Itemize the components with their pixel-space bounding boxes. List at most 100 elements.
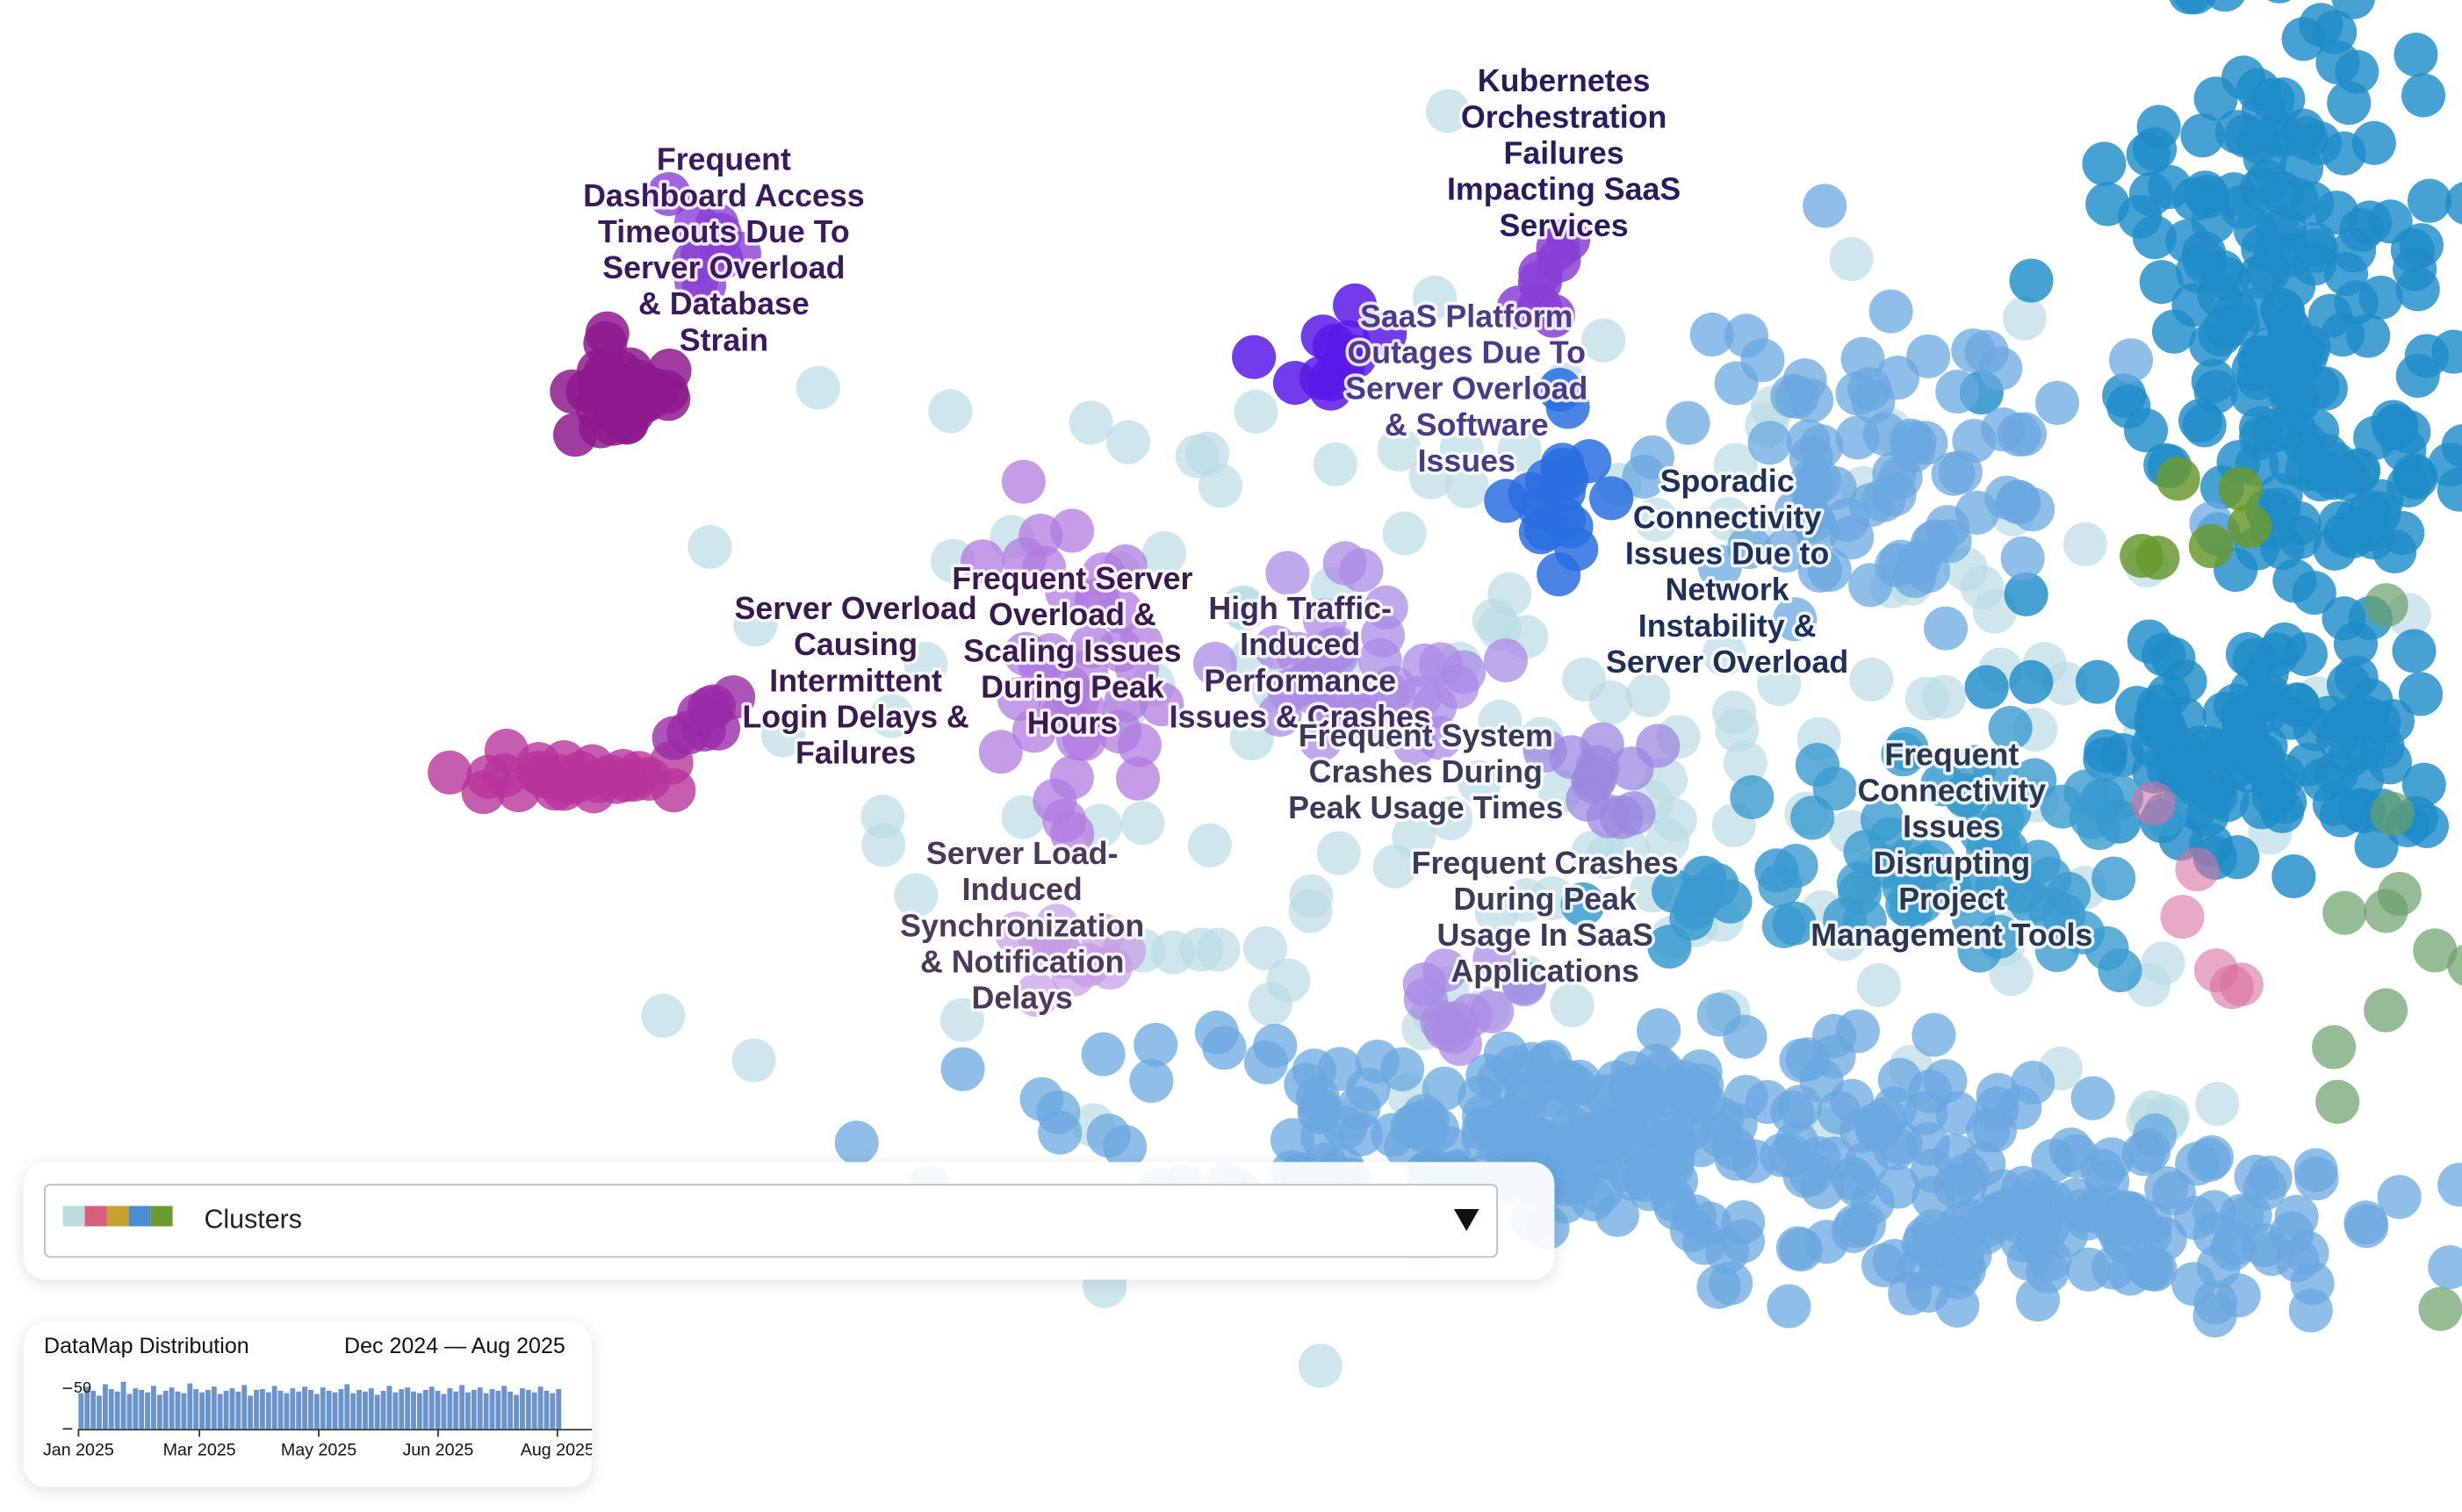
histogram-bar (483, 1393, 489, 1429)
histogram-bar (550, 1393, 556, 1429)
map-point (1747, 421, 1792, 465)
map-point (1151, 930, 1196, 975)
histogram-bar (308, 1389, 313, 1429)
map-point (1316, 831, 1361, 875)
map-point (2374, 403, 2419, 448)
map-point (1412, 275, 1457, 320)
cluster-label: Issues & Crashes (1170, 699, 1431, 734)
histogram-bar (84, 1386, 90, 1429)
histogram-bar (120, 1381, 126, 1429)
histogram-bar (181, 1393, 187, 1429)
histogram-bar (344, 1384, 350, 1429)
map-point (1957, 928, 2002, 973)
map-point (2191, 358, 2235, 403)
map-point (1425, 89, 1470, 133)
dropdown-arrow[interactable] (1452, 1207, 1480, 1233)
cluster-label: Hours (1027, 706, 1118, 741)
y-tick-label: 50 (74, 1379, 91, 1396)
map-point (1723, 740, 1767, 785)
map-point (1666, 400, 1710, 445)
map-point (2413, 928, 2458, 973)
map-point (1333, 283, 1378, 328)
histogram-bar (422, 1389, 428, 1429)
map-point (2274, 1194, 2319, 1239)
map-point (2335, 49, 2379, 94)
map-point (1812, 1013, 1857, 1058)
map-point (1984, 475, 2029, 520)
cluster-label: Issues Due to (1625, 536, 1829, 572)
map-point (2234, 1155, 2278, 1199)
map-point (1911, 1208, 1955, 1254)
map-point (2370, 791, 2415, 836)
cluster-label: Login Delays & (742, 699, 968, 734)
map-point (1955, 864, 2000, 909)
map-point (2407, 178, 2452, 223)
histogram-bar (156, 1394, 162, 1429)
map-point (1103, 544, 1148, 589)
map-point (1636, 724, 1681, 768)
map-point (2213, 1220, 2257, 1265)
map-point (1789, 436, 1833, 480)
map-point (1461, 1115, 1506, 1160)
map-point (1295, 1076, 1340, 1120)
distribution-chart: DataMap Distribution Dec 2024 — Aug 2025… (43, 1334, 592, 1460)
map-point (2437, 1163, 2462, 1207)
map-point (428, 750, 472, 795)
histogram-bar (151, 1386, 156, 1429)
map-point (1051, 952, 1096, 997)
map-point (1648, 1112, 1693, 1156)
cluster-label: Overload & (989, 597, 1156, 632)
histogram-bar (223, 1390, 229, 1429)
cluster-label: Scaling Issues (963, 633, 1181, 668)
map-point (1637, 1008, 1681, 1053)
map-point (1713, 443, 1758, 487)
cluster-label: Services (1500, 208, 1629, 243)
map-point (1622, 454, 1667, 499)
cluster-label: Issues (1903, 810, 2000, 845)
map-point (2066, 1247, 2111, 1292)
map-point (2091, 856, 2136, 901)
map-point (1050, 811, 1095, 856)
map-point (1439, 426, 1484, 471)
map-point (2354, 824, 2399, 868)
cluster-label: Peak Usage Times (1288, 790, 1563, 825)
histogram-bar (368, 1388, 374, 1429)
map-point (1194, 1010, 1239, 1055)
histogram-bar (193, 1389, 199, 1429)
map-point (2261, 290, 2306, 335)
layer-selector[interactable]: Clusters (44, 1184, 1499, 1258)
map-point (2220, 184, 2264, 229)
cluster-label: Issues (1418, 443, 1515, 479)
map-point (2275, 682, 2320, 727)
map-point (2441, 424, 2462, 469)
map-point (1472, 937, 1517, 982)
map-point (1448, 993, 1493, 1038)
x-tick-label: May 2025 (281, 1441, 356, 1460)
map-point (1713, 1102, 1758, 1147)
histogram-bar (350, 1393, 356, 1429)
histogram-bar (302, 1386, 308, 1429)
map-point (1011, 709, 1056, 753)
map-point (2331, 228, 2377, 273)
map-point (1836, 861, 1881, 906)
map-point (1604, 1148, 1649, 1192)
histogram-bar (501, 1386, 508, 1429)
map-point (1848, 563, 1893, 608)
map-point (1829, 237, 1874, 282)
layer-selector-panel: Clusters (23, 1162, 1555, 1280)
map-point (1501, 962, 1546, 1007)
map-point (1019, 1076, 1064, 1121)
map-point (1487, 572, 1532, 616)
histogram-bar (102, 1384, 108, 1429)
cluster-label: During Peak (981, 670, 1164, 705)
map-point (2404, 334, 2449, 378)
map-point (2100, 732, 2145, 778)
map-point (687, 524, 732, 569)
map-point (1740, 338, 1785, 383)
map-point (1868, 289, 1913, 334)
map-point (2299, 3, 2343, 47)
map-point (2294, 1156, 2339, 1201)
histogram-bar (284, 1393, 290, 1429)
map-point (1560, 882, 1605, 926)
map-point (894, 873, 939, 918)
